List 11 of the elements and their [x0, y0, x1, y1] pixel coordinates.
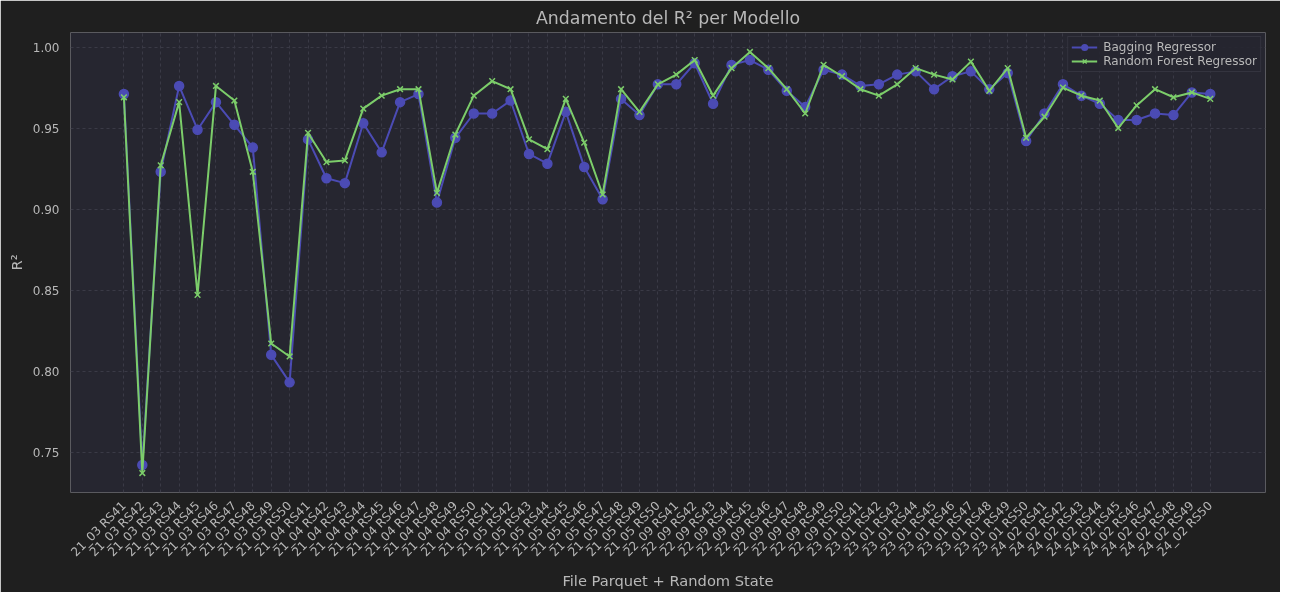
legend-label: Random Forest Regressor — [1103, 54, 1257, 68]
x-axis-title: File Parquet + Random State — [562, 572, 774, 590]
y-tick-label: 0.85 — [32, 283, 60, 298]
y-tick-label: 1.00 — [32, 40, 60, 55]
y-tick-label: 0.80 — [32, 364, 60, 379]
y-tick-label: 0.75 — [32, 445, 60, 460]
legend-label: Bagging Regressor — [1103, 40, 1217, 54]
chart-title: Andamento del R² per Modello — [535, 7, 801, 28]
y-tick-label: 0.95 — [32, 121, 60, 136]
y-tick-label: 0.90 — [32, 202, 60, 217]
y-axis-title: R² — [7, 254, 25, 271]
